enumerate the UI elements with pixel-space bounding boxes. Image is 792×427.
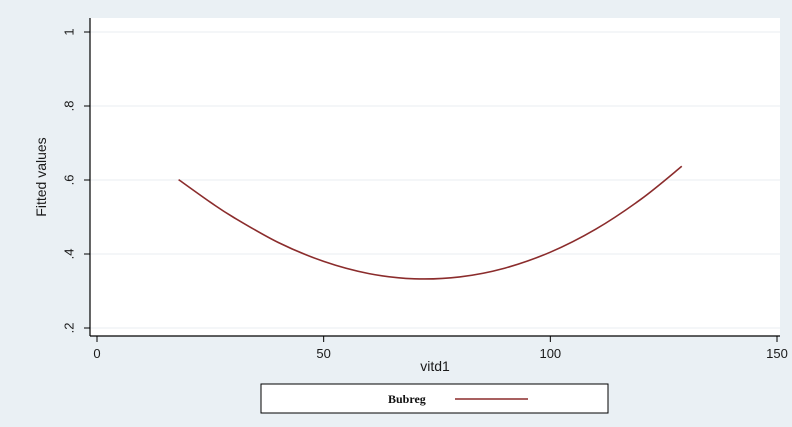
y-axis-title: Fitted values: [33, 137, 49, 216]
y-tick-label: 1: [61, 28, 76, 35]
x-tick-label: 50: [316, 346, 330, 361]
plot-area: [90, 18, 780, 336]
x-axis-title: vitd1: [420, 358, 450, 374]
series-group: [178, 165, 683, 280]
y-tick-label: .2: [61, 323, 76, 334]
series-line-bubreg: [178, 165, 683, 280]
x-tick-label: 0: [93, 346, 100, 361]
y-axis-ticks: .2 .4 .6 .8 1: [61, 28, 90, 333]
legend-box: [260, 383, 609, 414]
x-axis-ticks: 0 50 100 150: [93, 336, 788, 361]
y-tick-label: .4: [61, 249, 76, 260]
legend: Bubreg: [260, 383, 609, 414]
x-tick-label: 100: [539, 346, 561, 361]
y-tick-label: .6: [61, 175, 76, 186]
x-tick-label: 150: [766, 346, 788, 361]
y-tick-label: .8: [61, 101, 76, 112]
legend-label: Bubreg: [388, 392, 426, 406]
